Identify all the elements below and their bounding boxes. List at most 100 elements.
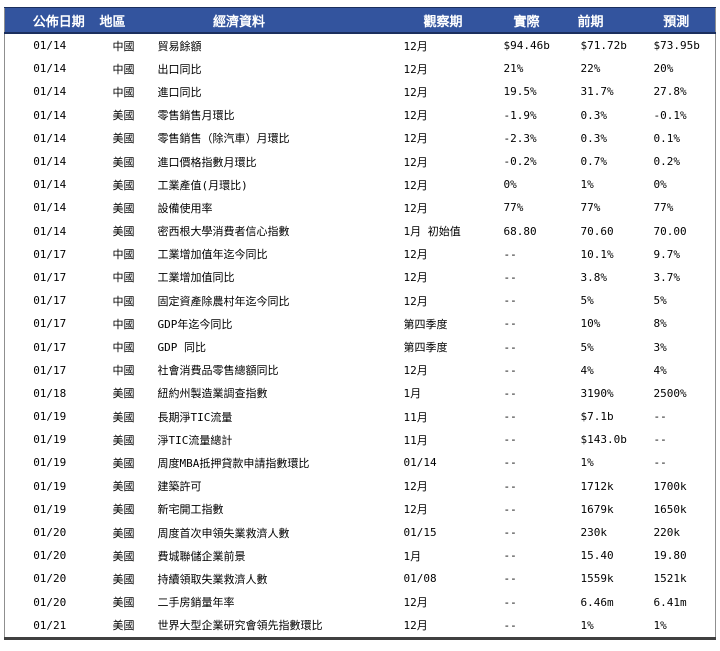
forecast-cell: 6.41m	[650, 590, 716, 614]
observation-period-cell: 01/15	[400, 520, 501, 545]
publish-date-cell: 01/14	[4, 57, 95, 81]
publish-date-cell: 01/17	[4, 265, 95, 290]
indicator-cell: 新宅開工指數	[152, 497, 401, 521]
prior-cell: 77%	[577, 196, 651, 220]
publish-date-cell: 01/21	[4, 613, 95, 639]
publish-date-cell: 01/17	[4, 289, 95, 313]
publish-date-cell: 01/18	[4, 381, 95, 405]
table-row: 01/14 中國 進口同比 12月 19.5% 31.7% 27.8%	[4, 80, 716, 104]
table-row: 01/14 中國 貿易餘額 12月 $94.46b $71.72b $73.95b	[4, 33, 716, 58]
publish-date-cell: 01/14	[4, 149, 95, 174]
actual-cell: -0.2%	[500, 149, 578, 174]
prior-cell: 5%	[577, 335, 651, 359]
publish-date-cell: 01/19	[4, 474, 95, 498]
table-row: 01/17 中國 社會消費品零售總額同比 12月 -- 4% 4%	[4, 358, 716, 382]
forecast-cell: 77%	[650, 196, 716, 220]
prior-cell: 1679k	[577, 497, 651, 521]
observation-period-cell: 12月	[400, 265, 501, 290]
forecast-cell: --	[650, 405, 716, 429]
column-header-actual: 實際	[500, 7, 578, 34]
actual-cell: --	[500, 428, 578, 452]
forecast-cell: -0.1%	[650, 103, 716, 127]
indicator-cell: 世界大型企業研究會領先指數環比	[152, 613, 401, 639]
table-row: 01/20 美國 費城聯儲企業前景 1月 -- 15.40 19.80	[4, 544, 716, 568]
table-header-row: 公佈日期 地區 經濟資料 觀察期 實際 前期 預測	[4, 7, 716, 34]
region-cell: 美國	[94, 405, 153, 429]
region-cell: 美國	[94, 544, 153, 568]
publish-date-cell: 01/19	[4, 428, 95, 452]
column-header-region: 地區	[94, 7, 153, 34]
indicator-cell: 建築許可	[152, 474, 401, 498]
region-cell: 美國	[94, 219, 153, 243]
table-row: 01/18 美國 紐約州製造業調查指數 1月 -- 3190% 2500%	[4, 381, 716, 405]
actual-cell: --	[500, 474, 578, 498]
prior-cell: 3190%	[577, 381, 651, 405]
region-cell: 中國	[94, 57, 153, 81]
forecast-cell: 0.1%	[650, 126, 716, 150]
forecast-cell: 20%	[650, 57, 716, 81]
region-cell: 中國	[94, 265, 153, 290]
observation-period-cell: 12月	[400, 613, 501, 639]
forecast-cell: 0.2%	[650, 149, 716, 174]
prior-cell: 0.3%	[577, 126, 651, 150]
actual-cell: --	[500, 265, 578, 290]
forecast-cell: --	[650, 428, 716, 452]
table-row: 01/20 美國 周度首次申領失業救濟人數 01/15 -- 230k 220k	[4, 520, 716, 545]
table-row: 01/19 美國 周度MBA抵押貸款申請指數環比 01/14 -- 1% --	[4, 451, 716, 475]
observation-period-cell: 12月	[400, 358, 501, 382]
actual-cell: --	[500, 381, 578, 405]
publish-date-cell: 01/14	[4, 80, 95, 104]
indicator-cell: 貿易餘額	[152, 33, 401, 58]
column-header-prior: 前期	[577, 7, 651, 34]
publish-date-cell: 01/14	[4, 219, 95, 243]
prior-cell: $71.72b	[577, 33, 651, 58]
table-row: 01/17 中國 GDP年迄今同比 第四季度 -- 10% 8%	[4, 312, 716, 336]
forecast-cell: 1650k	[650, 497, 716, 521]
actual-cell: --	[500, 520, 578, 545]
publish-date-cell: 01/19	[4, 405, 95, 429]
indicator-cell: GDP 同比	[152, 335, 401, 359]
table-row: 01/17 中國 工業增加值同比 12月 -- 3.8% 3.7%	[4, 265, 716, 290]
forecast-cell: 1%	[650, 613, 716, 639]
table-row: 01/19 美國 淨TIC流量總計 11月 -- $143.0b --	[4, 428, 716, 452]
publish-date-cell: 01/20	[4, 520, 95, 545]
observation-period-cell: 12月	[400, 103, 501, 127]
table-header: 公佈日期 地區 經濟資料 觀察期 實際 前期 預測	[4, 7, 716, 34]
actual-cell: --	[500, 335, 578, 359]
actual-cell: --	[500, 590, 578, 614]
publish-date-cell: 01/17	[4, 312, 95, 336]
indicator-cell: 二手房銷量年率	[152, 590, 401, 614]
prior-cell: 3.8%	[577, 265, 651, 290]
table-row: 01/20 美國 二手房銷量年率 12月 -- 6.46m 6.41m	[4, 590, 716, 614]
region-cell: 中國	[94, 289, 153, 313]
forecast-cell: $73.95b	[650, 33, 716, 58]
table-row: 01/19 美國 新宅開工指數 12月 -- 1679k 1650k	[4, 497, 716, 521]
prior-cell: 70.60	[577, 219, 651, 243]
publish-date-cell: 01/14	[4, 33, 95, 58]
region-cell: 美國	[94, 520, 153, 545]
table-row: 01/17 中國 GDP 同比 第四季度 -- 5% 3%	[4, 335, 716, 359]
table-body: 01/14 中國 貿易餘額 12月 $94.46b $71.72b $73.95b 01/14…	[4, 33, 716, 639]
observation-period-cell: 12月	[400, 196, 501, 220]
actual-cell: --	[500, 497, 578, 521]
actual-cell: --	[500, 567, 578, 591]
forecast-cell: 1521k	[650, 567, 716, 591]
forecast-cell: 4%	[650, 358, 716, 382]
observation-period-cell: 第四季度	[400, 335, 501, 359]
observation-period-cell: 12月	[400, 80, 501, 104]
forecast-cell: 19.80	[650, 544, 716, 568]
prior-cell: 10.1%	[577, 242, 651, 266]
table-row: 01/20 美國 持續領取失業救濟人數 01/08 -- 1559k 1521k	[4, 567, 716, 591]
observation-period-cell: 12月	[400, 149, 501, 174]
indicator-cell: 進口價格指數月環比	[152, 149, 401, 174]
column-header-forecast: 預測	[650, 7, 716, 34]
indicator-cell: 工業增加值同比	[152, 265, 401, 290]
prior-cell: 22%	[577, 57, 651, 81]
prior-cell: $143.0b	[577, 428, 651, 452]
observation-period-cell: 12月	[400, 242, 501, 266]
actual-cell: --	[500, 613, 578, 639]
indicator-cell: 社會消費品零售總額同比	[152, 358, 401, 382]
actual-cell: -2.3%	[500, 126, 578, 150]
region-cell: 美國	[94, 590, 153, 614]
actual-cell: 21%	[500, 57, 578, 81]
